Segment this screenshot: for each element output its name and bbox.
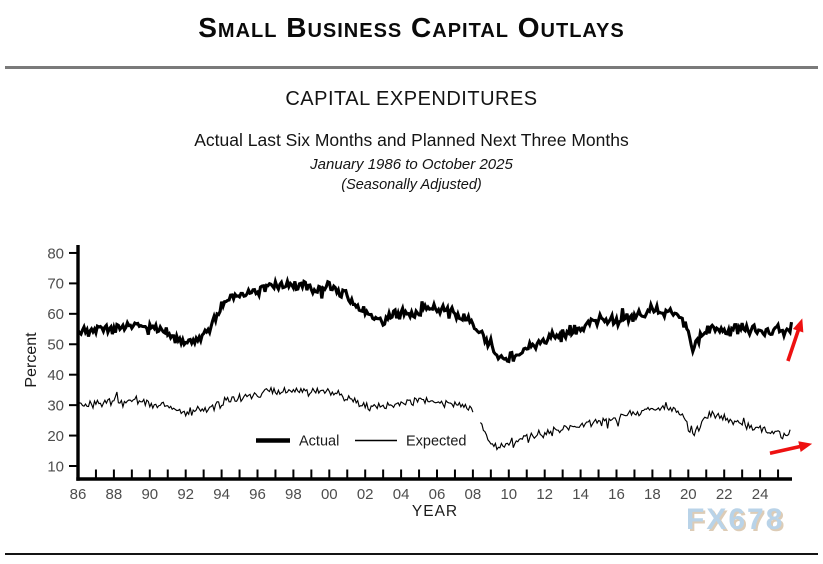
- chart-subtitle: Actual Last Six Months and Planned Next …: [194, 130, 629, 150]
- chart-period: January 1986 to October 2025: [310, 156, 513, 173]
- x-tick-label: 98: [285, 486, 302, 503]
- x-tick-label: 16: [608, 486, 625, 503]
- bottom-rule: [5, 553, 818, 555]
- actual-line: [76, 275, 794, 364]
- page-title: Small Business Capital Outlays: [198, 12, 625, 43]
- x-tick-label: 22: [716, 486, 733, 503]
- x-tick-label: 18: [644, 486, 661, 503]
- expected-line-segment-2: [479, 402, 791, 451]
- x-tick-label: 02: [357, 486, 374, 503]
- chart-title: CAPITAL EXPENDITURES: [285, 88, 538, 110]
- x-tick-label: 00: [321, 486, 338, 503]
- trend-arrow-actual-shaft: [786, 324, 802, 362]
- x-tick-label: 04: [393, 486, 410, 503]
- y-tick-label: 70: [47, 276, 64, 293]
- x-tick-label: 94: [213, 486, 230, 503]
- x-tick-label: 96: [249, 486, 266, 503]
- trend-arrow-actual-head: [792, 318, 804, 333]
- title-divider: [5, 66, 818, 69]
- x-tick-label: 88: [106, 486, 123, 503]
- y-tick-label: 60: [47, 306, 64, 323]
- x-tick-label: 12: [536, 486, 553, 503]
- y-tick-label: 50: [47, 337, 64, 354]
- x-tick-label: 24: [752, 486, 769, 503]
- chart-seasonal-note: (Seasonally Adjusted): [341, 177, 482, 193]
- y-tick-label: 10: [47, 458, 64, 475]
- x-tick-label: 20: [680, 486, 697, 503]
- x-tick-label: 10: [500, 486, 517, 503]
- y-tick-label: 40: [47, 367, 64, 384]
- expected-line-segment-1: [77, 385, 474, 418]
- x-tick-label: 86: [70, 486, 87, 503]
- x-tick-label: 92: [177, 486, 194, 503]
- capital-expenditures-chart: 10 20 30 40 50 60 70 80 86 88 90 92 94 96 98 00 02 04 06 08…: [23, 245, 813, 520]
- watermark: FX678: [686, 503, 785, 536]
- trend-arrow-expected-head: [798, 441, 813, 452]
- legend-expected-label: Expected: [406, 434, 466, 450]
- y-tick-label: 80: [47, 245, 64, 262]
- x-tick-label: 90: [141, 486, 158, 503]
- x-tick-label: 14: [572, 486, 589, 503]
- x-axis-title: YEAR: [412, 503, 458, 520]
- y-tick-label: 30: [47, 397, 64, 414]
- y-axis-title: Percent: [23, 332, 40, 388]
- trend-arrow-expected-shaft: [769, 443, 806, 455]
- x-tick-label: 08: [465, 486, 482, 503]
- y-tick-label: 20: [47, 428, 64, 445]
- x-tick-label: 06: [429, 486, 446, 503]
- legend-actual-label: Actual: [299, 434, 339, 450]
